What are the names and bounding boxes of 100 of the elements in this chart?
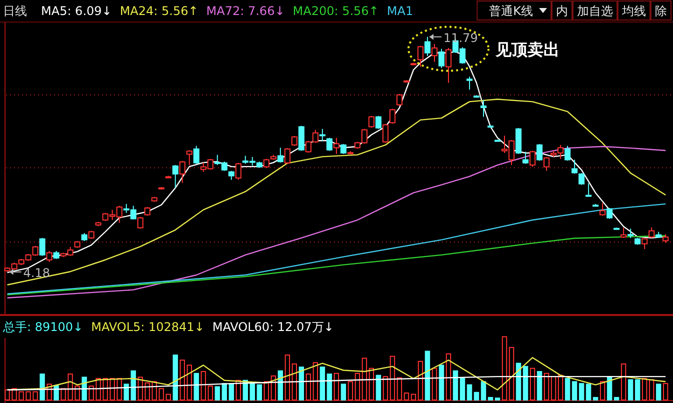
candlestick	[277, 147, 284, 164]
bar	[522, 366, 528, 400]
candlestick	[578, 172, 585, 186]
candlestick	[648, 226, 655, 238]
bar	[214, 386, 220, 400]
bar	[656, 384, 662, 400]
candlestick	[382, 123, 388, 144]
candlestick	[389, 108, 396, 124]
bar	[474, 392, 480, 400]
bar	[362, 358, 368, 400]
candlestick	[480, 99, 487, 118]
bar	[166, 394, 171, 400]
bar	[292, 363, 298, 400]
bar	[572, 381, 578, 400]
bar	[544, 372, 550, 400]
bar	[452, 370, 458, 400]
text: MA1	[386, 4, 414, 18]
candlestick	[179, 160, 186, 184]
text: MAVOL60: 12.07万↓	[212, 320, 334, 334]
bar	[368, 368, 374, 400]
candlestick	[628, 228, 634, 238]
candlestick	[544, 156, 550, 172]
bar	[46, 384, 52, 400]
candlestick	[529, 150, 536, 168]
bar	[648, 379, 654, 400]
bar	[264, 381, 269, 400]
bar	[222, 383, 227, 400]
text: 总手: 89100↓	[2, 320, 84, 334]
candlestick	[438, 48, 444, 69]
bar	[466, 384, 472, 400]
bar	[600, 381, 606, 400]
bar	[382, 376, 388, 400]
bar	[480, 381, 486, 400]
text: MAVOL5: 102841↓	[91, 320, 204, 334]
bar	[390, 356, 396, 400]
bar	[194, 372, 199, 400]
bar	[186, 364, 192, 400]
bar	[628, 379, 634, 400]
candlestick	[620, 227, 627, 238]
annotation: 4.18	[23, 266, 50, 280]
bar	[404, 392, 410, 400]
bar	[158, 388, 164, 400]
text: MA200: 5.56↑	[292, 4, 379, 18]
candlestick	[606, 207, 613, 220]
annotation: 11.79	[443, 30, 478, 45]
candlestick	[284, 148, 290, 164]
candlestick	[326, 137, 332, 152]
bar	[592, 396, 598, 400]
bar	[642, 378, 648, 400]
candlestick	[137, 216, 144, 230]
candlestick	[375, 115, 382, 130]
button: 加自选	[572, 0, 618, 20]
text: 日线	[3, 4, 27, 18]
bar	[376, 374, 382, 400]
bar	[614, 396, 620, 400]
bar	[40, 374, 45, 400]
bar	[256, 384, 262, 400]
candlestick	[600, 202, 606, 216]
bar	[586, 384, 592, 400]
bar	[348, 381, 354, 400]
bar	[558, 374, 564, 400]
text: MA72: 7.66↓	[206, 4, 285, 18]
bar	[530, 368, 536, 400]
bar	[284, 354, 290, 400]
candlestick	[39, 237, 46, 256]
candlestick	[445, 47, 452, 84]
bar	[536, 371, 542, 400]
bar	[326, 374, 332, 400]
text: MA5: 6.09↓	[41, 4, 112, 18]
bar	[396, 377, 402, 400]
bar	[172, 354, 178, 400]
candlestick	[319, 128, 326, 142]
bar	[438, 364, 444, 400]
bar	[334, 372, 340, 400]
candlestick	[572, 159, 578, 174]
candlestick	[431, 43, 438, 62]
bar	[502, 336, 508, 400]
bar	[564, 378, 570, 400]
bar	[446, 353, 452, 400]
bar	[320, 366, 326, 400]
bar	[460, 378, 466, 400]
candlestick	[298, 125, 304, 152]
candlestick	[536, 144, 543, 162]
candlestick	[46, 250, 52, 263]
candlestick	[424, 36, 430, 56]
bar	[200, 371, 206, 400]
bar	[354, 372, 360, 400]
candlestick	[235, 162, 242, 180]
bar	[488, 396, 494, 400]
bar	[236, 380, 241, 400]
bar	[516, 362, 522, 400]
bar	[180, 360, 185, 400]
candlestick	[193, 145, 200, 164]
button: 除	[650, 0, 672, 20]
bar	[424, 350, 430, 400]
candlestick	[368, 115, 374, 128]
candlestick	[522, 151, 529, 164]
bar	[578, 383, 584, 400]
bar	[508, 346, 514, 400]
bar	[298, 366, 304, 400]
